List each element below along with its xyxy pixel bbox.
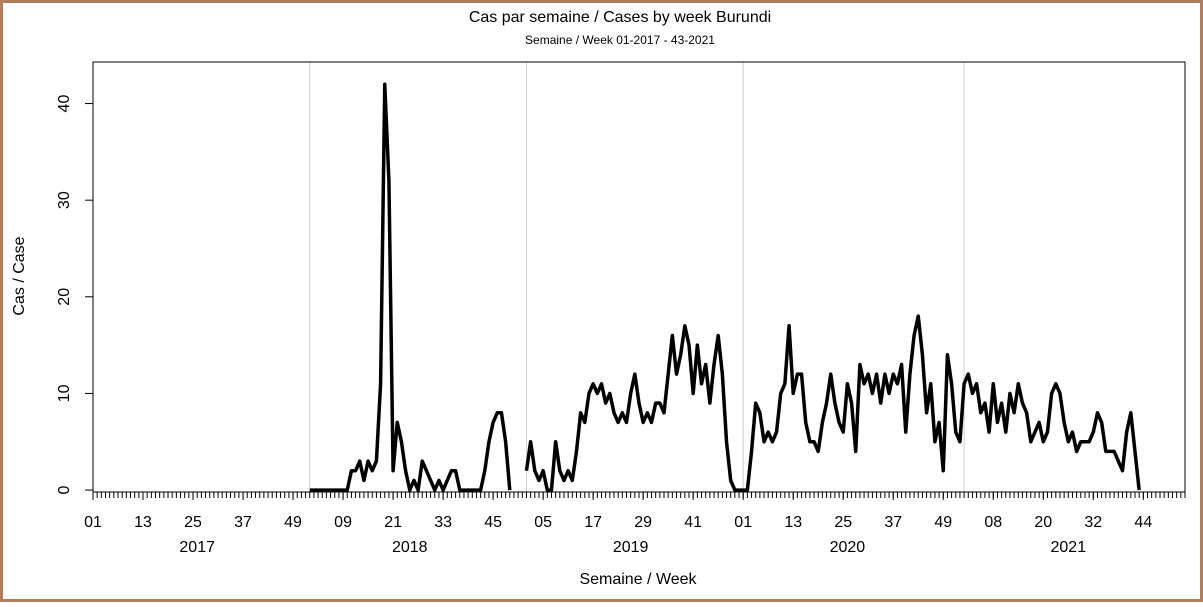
x-tick-label: 49 (284, 514, 302, 531)
year-label: 2021 (1051, 539, 1087, 556)
x-tick-label: 25 (184, 514, 202, 531)
x-tick-label: 08 (984, 514, 1002, 531)
x-tick-label: 37 (234, 514, 252, 531)
y-axis-label: Cas / Case (11, 236, 28, 315)
year-label: 2017 (179, 539, 215, 556)
x-axis-label: Semaine / Week (579, 571, 697, 588)
y-tick-label: 20 (56, 288, 73, 306)
year-label: 2020 (830, 539, 866, 556)
x-tick-label: 13 (784, 514, 802, 531)
x-tick-label: 49 (934, 514, 952, 531)
x-tick-label: 41 (684, 514, 702, 531)
x-tick-label: 21 (384, 514, 402, 531)
chart-subtitle: Semaine / Week 01-2017 - 43-2021 (525, 33, 715, 47)
x-tick-label: 32 (1084, 514, 1102, 531)
year-label: 2019 (613, 539, 649, 556)
x-tick-label: 20 (1034, 514, 1052, 531)
y-tick-label: 30 (56, 191, 73, 209)
data-line (524, 314, 1141, 492)
x-tick-label: 33 (434, 514, 452, 531)
x-tick-label: 17 (584, 514, 602, 531)
y-tick-label: 0 (56, 486, 73, 495)
x-tick-label: 45 (484, 514, 502, 531)
plot-frame (92, 61, 1186, 493)
chart-title: Cas par semaine / Cases by week Burundi (469, 9, 771, 26)
data-line (309, 82, 512, 492)
x-tick-label: 13 (134, 514, 152, 531)
x-tick-label: 01 (84, 514, 102, 531)
x-tick-label: 29 (634, 514, 652, 531)
x-tick-label: 44 (1134, 514, 1152, 531)
y-tick-label: 40 (56, 95, 73, 113)
x-tick-label: 09 (334, 514, 352, 531)
year-label: 2018 (392, 539, 428, 556)
x-tick-label: 01 (734, 514, 752, 531)
x-tick-label: 37 (884, 514, 902, 531)
x-tick-label: 25 (834, 514, 852, 531)
y-tick-label: 10 (56, 384, 73, 402)
x-tick-label: 05 (534, 514, 552, 531)
